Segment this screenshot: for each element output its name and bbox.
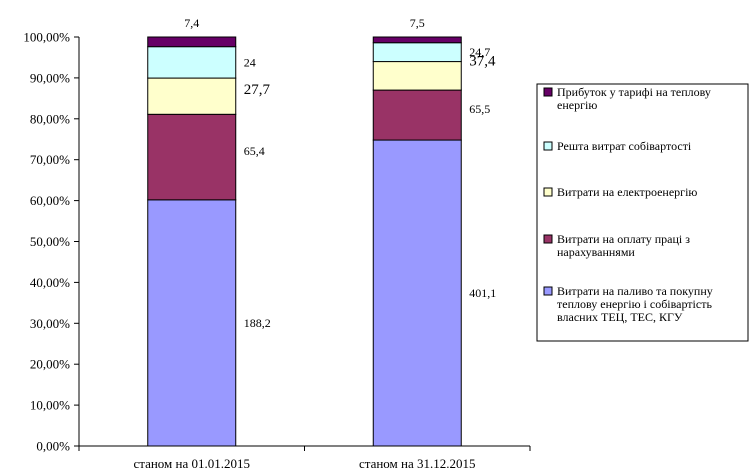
- bar-segment: [147, 46, 237, 79]
- data-label: 7,5: [410, 16, 425, 30]
- y-tick-label: 20,00%: [30, 357, 70, 372]
- legend-label: Решта витрат собівартості: [557, 139, 692, 153]
- y-tick-label: 50,00%: [30, 234, 70, 249]
- legend-box: [536, 83, 749, 342]
- legend-swatch: [543, 141, 553, 151]
- legend-swatch: [543, 187, 553, 197]
- y-tick-label: 40,00%: [30, 275, 70, 290]
- bar-segment: [372, 36, 462, 44]
- data-label: 27,7: [244, 82, 271, 98]
- legend-swatch: [543, 286, 553, 296]
- data-label: 188,2: [244, 316, 271, 330]
- data-label: 7,4: [184, 16, 199, 30]
- y-tick-label: 60,00%: [30, 193, 70, 208]
- legend-swatch: [543, 87, 553, 97]
- legend: Прибуток у тарифі на теплову енергію Решта…: [536, 83, 749, 342]
- y-tick-label: 0,00%: [36, 439, 70, 454]
- data-label: 24,7: [469, 45, 490, 59]
- y-tick-label: 90,00%: [30, 70, 70, 85]
- y-tick-label: 10,00%: [30, 398, 70, 413]
- data-label: 65,5: [469, 102, 490, 116]
- y-tick-label: 70,00%: [30, 152, 70, 167]
- bar-segment: [372, 89, 462, 141]
- legend-swatch: [543, 234, 553, 244]
- data-label: 37,4: [469, 54, 496, 70]
- y-axis: 0,00% 10,00% 20,00% 30,00% 40,00% 50,00% 60,00…: [23, 30, 80, 454]
- bar-segment: [147, 36, 237, 48]
- bars: [147, 36, 462, 447]
- data-label: 24: [244, 55, 256, 69]
- bar-segment: [372, 61, 462, 91]
- y-tick-label: 80,00%: [30, 111, 70, 126]
- legend-label: Витрати на оплату праці з нарахуваннями: [557, 232, 690, 259]
- data-label: 401,1: [469, 286, 496, 300]
- y-tick-label: 100,00%: [23, 30, 70, 45]
- bar-segment: [147, 77, 237, 115]
- legend-label: Витрати на електроенергію: [557, 185, 697, 199]
- bar-segment: [372, 139, 462, 447]
- bar-segment: [147, 199, 237, 447]
- x-tick-label: станом на 01.01.2015: [133, 456, 250, 471]
- data-label: 65,4: [244, 144, 265, 158]
- bar-segment: [372, 42, 462, 63]
- legend-label: Прибуток у тарифі на теплову енергію: [557, 85, 711, 112]
- bar-segment: [147, 113, 237, 201]
- data-labels: 188,2 65,4 27,7 24 7,4 401,1 65,5 37,424,7 7,5: [184, 16, 496, 330]
- y-tick-label: 30,00%: [30, 316, 70, 331]
- x-axis: станом на 01.01.2015 станом на 31.12.2015: [78, 445, 531, 471]
- x-tick-label: станом на 31.12.2015: [359, 456, 476, 471]
- legend-label: Витрати на паливо та покупну теплову енер…: [557, 284, 713, 324]
